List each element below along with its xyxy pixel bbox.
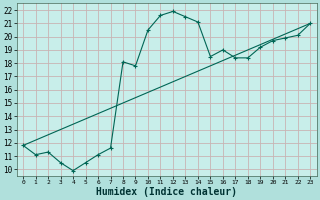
X-axis label: Humidex (Indice chaleur): Humidex (Indice chaleur)	[96, 186, 237, 197]
